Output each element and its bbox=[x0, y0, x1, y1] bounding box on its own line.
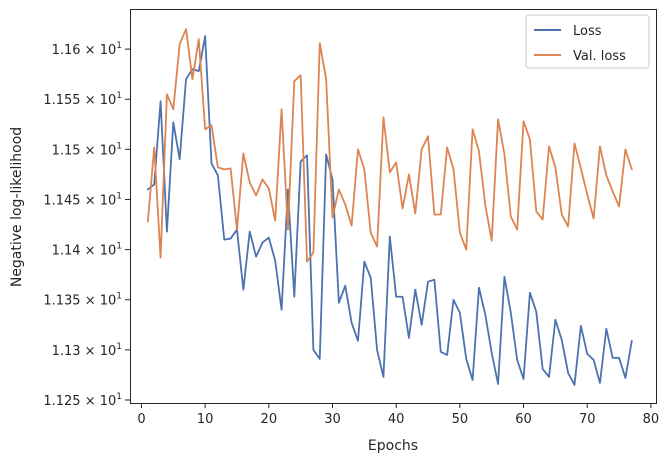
y-tick-label: 1.135 × 101 bbox=[43, 292, 122, 309]
x-axis-label: Epochs bbox=[368, 438, 418, 454]
y-tick-label: 1.125 × 101 bbox=[43, 392, 122, 409]
x-tick-label: 30 bbox=[324, 412, 341, 427]
legend: Loss Val. loss bbox=[525, 14, 650, 69]
y-tick-label: 1.16 × 101 bbox=[52, 41, 122, 58]
y-axis-label: Negative log-likelihood bbox=[9, 127, 25, 287]
plot-frame bbox=[130, 9, 657, 404]
legend-label-val-loss: Val. loss bbox=[573, 49, 626, 64]
legend-label-loss: Loss bbox=[573, 24, 602, 39]
x-tick-label: 0 bbox=[137, 412, 145, 427]
x-axis: 0 10 20 30 40 50 60 70 80 bbox=[137, 403, 659, 427]
series-line-val-loss bbox=[146, 28, 633, 263]
y-tick-label: 1.13 × 101 bbox=[52, 342, 122, 359]
x-tick-label: 20 bbox=[261, 412, 278, 427]
x-tick-label: 60 bbox=[515, 412, 532, 427]
x-tick-label: 40 bbox=[388, 412, 405, 427]
y-tick-label: 1.145 × 101 bbox=[43, 191, 122, 208]
plot-lines bbox=[146, 28, 633, 386]
y-tick-label: 1.14 × 101 bbox=[52, 242, 122, 259]
x-tick-label: 70 bbox=[579, 412, 596, 427]
y-axis: 1.125 × 101 1.13 × 101 1.135 × 101 1.14 × 1… bbox=[43, 41, 130, 409]
y-tick-label: 1.15 × 101 bbox=[52, 141, 122, 158]
x-tick-label: 80 bbox=[643, 412, 660, 427]
x-tick-label: 50 bbox=[452, 412, 469, 427]
x-tick-label: 10 bbox=[197, 412, 214, 427]
series-line-loss bbox=[146, 35, 633, 386]
y-tick-label: 1.155 × 101 bbox=[43, 91, 122, 108]
